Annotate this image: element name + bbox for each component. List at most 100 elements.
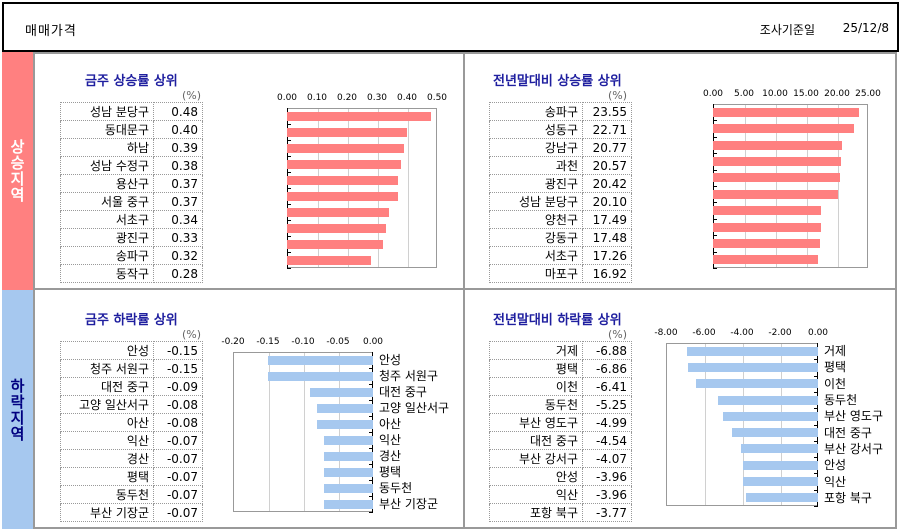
data-bar (742, 460, 818, 470)
axis-tick-label: 0.00 (702, 89, 724, 99)
axis-tick (287, 140, 291, 141)
change-rate: -0.07 (153, 449, 203, 468)
table-row: 익산 -0.07 (60, 431, 203, 450)
change-rate: -3.96 (582, 467, 632, 486)
change-rate: -0.09 (153, 377, 203, 396)
axis-tick (713, 153, 717, 155)
data-bar (287, 127, 407, 137)
table-row: 광진구 0.33 (60, 228, 203, 247)
region-name: 익산 (489, 485, 583, 504)
region-name: 용산구 (60, 174, 154, 193)
weekly-rise-table: 성남 분당구 0.48 동대문구 0.40 하남 0.39 성남 수정구 0.38 용산구 0.3… (60, 102, 203, 283)
table-row: 평택 -0.07 (60, 467, 203, 486)
data-bar (317, 403, 373, 413)
change-rate: -6.41 (582, 377, 632, 396)
axis-tick (369, 464, 373, 465)
axis-tick (287, 124, 291, 125)
axis-tick (287, 204, 291, 205)
unit-label: (%) (182, 89, 202, 102)
data-bar (324, 467, 373, 477)
axis-tick-label: 0.30 (366, 93, 388, 103)
axis-tick-label: 15.00 (793, 89, 819, 99)
change-rate: -6.86 (582, 359, 632, 378)
region-name: 서초구 (489, 246, 583, 265)
gridline (408, 109, 409, 267)
axis-tick (713, 120, 717, 122)
gridline (304, 353, 305, 511)
unit-label: (%) (608, 89, 628, 102)
data-bar (287, 255, 371, 265)
axis-tick (369, 432, 373, 433)
change-rate: 20.77 (582, 138, 632, 157)
category-label: 부산 강서구 (824, 441, 884, 456)
table-row: 광진구 20.42 (489, 174, 632, 193)
region-name: 양천구 (489, 210, 583, 229)
panel-title-weekly-fall: 금주 하락률 상위 (85, 313, 178, 328)
data-bar (713, 156, 841, 166)
axis-tick-label: 0.40 (396, 93, 418, 103)
category-label: 거제 (824, 344, 847, 359)
region-name: 부산 영도구 (489, 413, 583, 432)
change-rate: 20.10 (582, 192, 632, 211)
axis-tick-label: 0.00 (276, 93, 298, 103)
table-row: 용산구 0.37 (60, 174, 203, 193)
change-rate: 0.37 (153, 174, 203, 193)
rising-section-label: 상승지역 (2, 52, 35, 290)
panel-title-weekly-rise: 금주 상승률 상위 (85, 74, 178, 89)
data-bar (287, 111, 431, 121)
change-rate: -0.15 (153, 359, 203, 378)
unit-label: (%) (608, 328, 628, 341)
axis-tick (369, 368, 373, 369)
change-rate: -0.08 (153, 395, 203, 414)
table-row: 강남구 20.77 (489, 138, 632, 157)
change-rate: -5.25 (582, 395, 632, 414)
region-name: 포항 북구 (489, 503, 583, 522)
data-bar (713, 222, 822, 232)
change-rate: 0.28 (153, 264, 203, 283)
gridline (838, 105, 839, 267)
region-name: 마포구 (489, 264, 583, 283)
table-row: 경산 -0.07 (60, 449, 203, 468)
gridline (348, 109, 349, 267)
axis-tick (713, 186, 717, 187)
category-label: 이천 (824, 376, 847, 391)
data-bar (310, 387, 373, 397)
data-bar (713, 107, 859, 117)
data-bar (718, 395, 818, 405)
region-name: 동두천 (489, 395, 583, 414)
axis-tick (369, 416, 373, 417)
region-name: 강동구 (489, 228, 583, 247)
table-row: 고양 일산서구 -0.08 (60, 395, 203, 414)
data-bar (713, 238, 820, 248)
category-label: 익산 (824, 474, 847, 489)
axis-tick (369, 448, 373, 449)
table-row: 동작구 0.28 (60, 264, 203, 283)
axis-tick (713, 268, 717, 269)
axis-tick (814, 359, 818, 361)
table-row: 아산 -0.08 (60, 413, 203, 432)
axis-tick-label: 20.00 (824, 89, 850, 99)
table-row: 평택 -6.86 (489, 359, 632, 378)
change-rate: -4.07 (582, 449, 632, 468)
table-row: 익산 -3.96 (489, 485, 632, 504)
data-bar (687, 362, 818, 372)
axis-tick (713, 202, 717, 204)
table-row: 성남 분당구 0.48 (60, 102, 203, 121)
data-bar (287, 207, 389, 217)
data-bar (287, 239, 383, 249)
region-name: 안성 (489, 467, 583, 486)
axis-tick (713, 251, 717, 253)
change-rate: 16.92 (582, 264, 632, 283)
data-bar (696, 379, 818, 389)
region-name: 대전 중구 (60, 377, 154, 396)
change-rate: -0.15 (153, 341, 203, 360)
data-bar (324, 435, 373, 445)
category-label: 경산 (379, 449, 402, 463)
region-name: 성남 수정구 (60, 156, 154, 175)
axis-tick (369, 496, 373, 497)
change-rate: 0.33 (153, 228, 203, 247)
gridline (743, 344, 744, 505)
axis-tick (369, 384, 373, 385)
change-rate: -4.99 (582, 413, 632, 432)
ytd-fall-table: 거제 -6.88 평택 -6.86 이천 -6.41 동두천 -5.25 부산 영도구 -4.99… (489, 341, 632, 522)
